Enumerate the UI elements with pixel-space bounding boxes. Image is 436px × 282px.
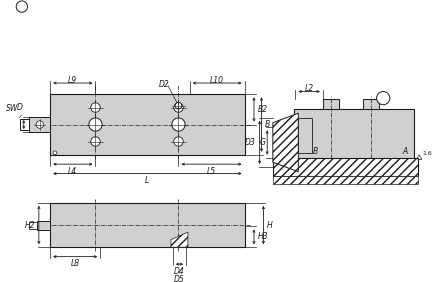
Text: B: B	[265, 120, 271, 129]
Text: L10: L10	[210, 76, 224, 85]
Circle shape	[91, 137, 100, 146]
Circle shape	[89, 118, 102, 131]
Text: 1: 1	[380, 94, 386, 103]
Bar	[323, 99, 339, 109]
Bar	[37, 221, 50, 230]
Text: L9: L9	[68, 76, 77, 85]
Text: L2: L2	[305, 84, 314, 93]
Bar	[50, 203, 245, 247]
Text: D5: D5	[174, 275, 185, 282]
Bar	[29, 222, 37, 229]
Text: A: A	[402, 147, 408, 156]
Bar	[20, 119, 29, 130]
Bar	[293, 109, 414, 162]
Text: B: B	[313, 147, 318, 156]
Circle shape	[36, 121, 44, 128]
Circle shape	[175, 102, 182, 109]
Circle shape	[16, 1, 27, 12]
Text: L: L	[145, 177, 150, 186]
Circle shape	[174, 137, 183, 146]
Text: 1.6: 1.6	[422, 151, 432, 156]
Circle shape	[91, 103, 100, 112]
Polygon shape	[273, 113, 298, 172]
Text: D3: D3	[245, 138, 256, 147]
Bar	[50, 94, 245, 155]
Polygon shape	[171, 232, 188, 247]
Bar	[298, 118, 313, 153]
Text: D: D	[17, 103, 23, 112]
Bar	[364, 99, 379, 109]
Bar	[29, 117, 50, 132]
Text: H3: H3	[258, 232, 269, 241]
Circle shape	[53, 151, 57, 155]
Polygon shape	[273, 177, 418, 184]
Bar	[273, 158, 418, 177]
Text: H: H	[267, 221, 273, 230]
Text: D2: D2	[159, 80, 170, 89]
Text: C: C	[19, 2, 25, 11]
Text: G: G	[259, 138, 265, 147]
Circle shape	[174, 103, 183, 112]
Text: D4: D4	[174, 267, 185, 276]
Text: L4: L4	[68, 167, 77, 176]
Text: SW: SW	[6, 104, 18, 113]
Circle shape	[377, 92, 390, 105]
Text: B2: B2	[258, 105, 268, 114]
Text: H2: H2	[24, 221, 35, 230]
Circle shape	[172, 118, 185, 131]
Text: L8: L8	[71, 259, 80, 268]
Text: L5: L5	[207, 167, 216, 176]
